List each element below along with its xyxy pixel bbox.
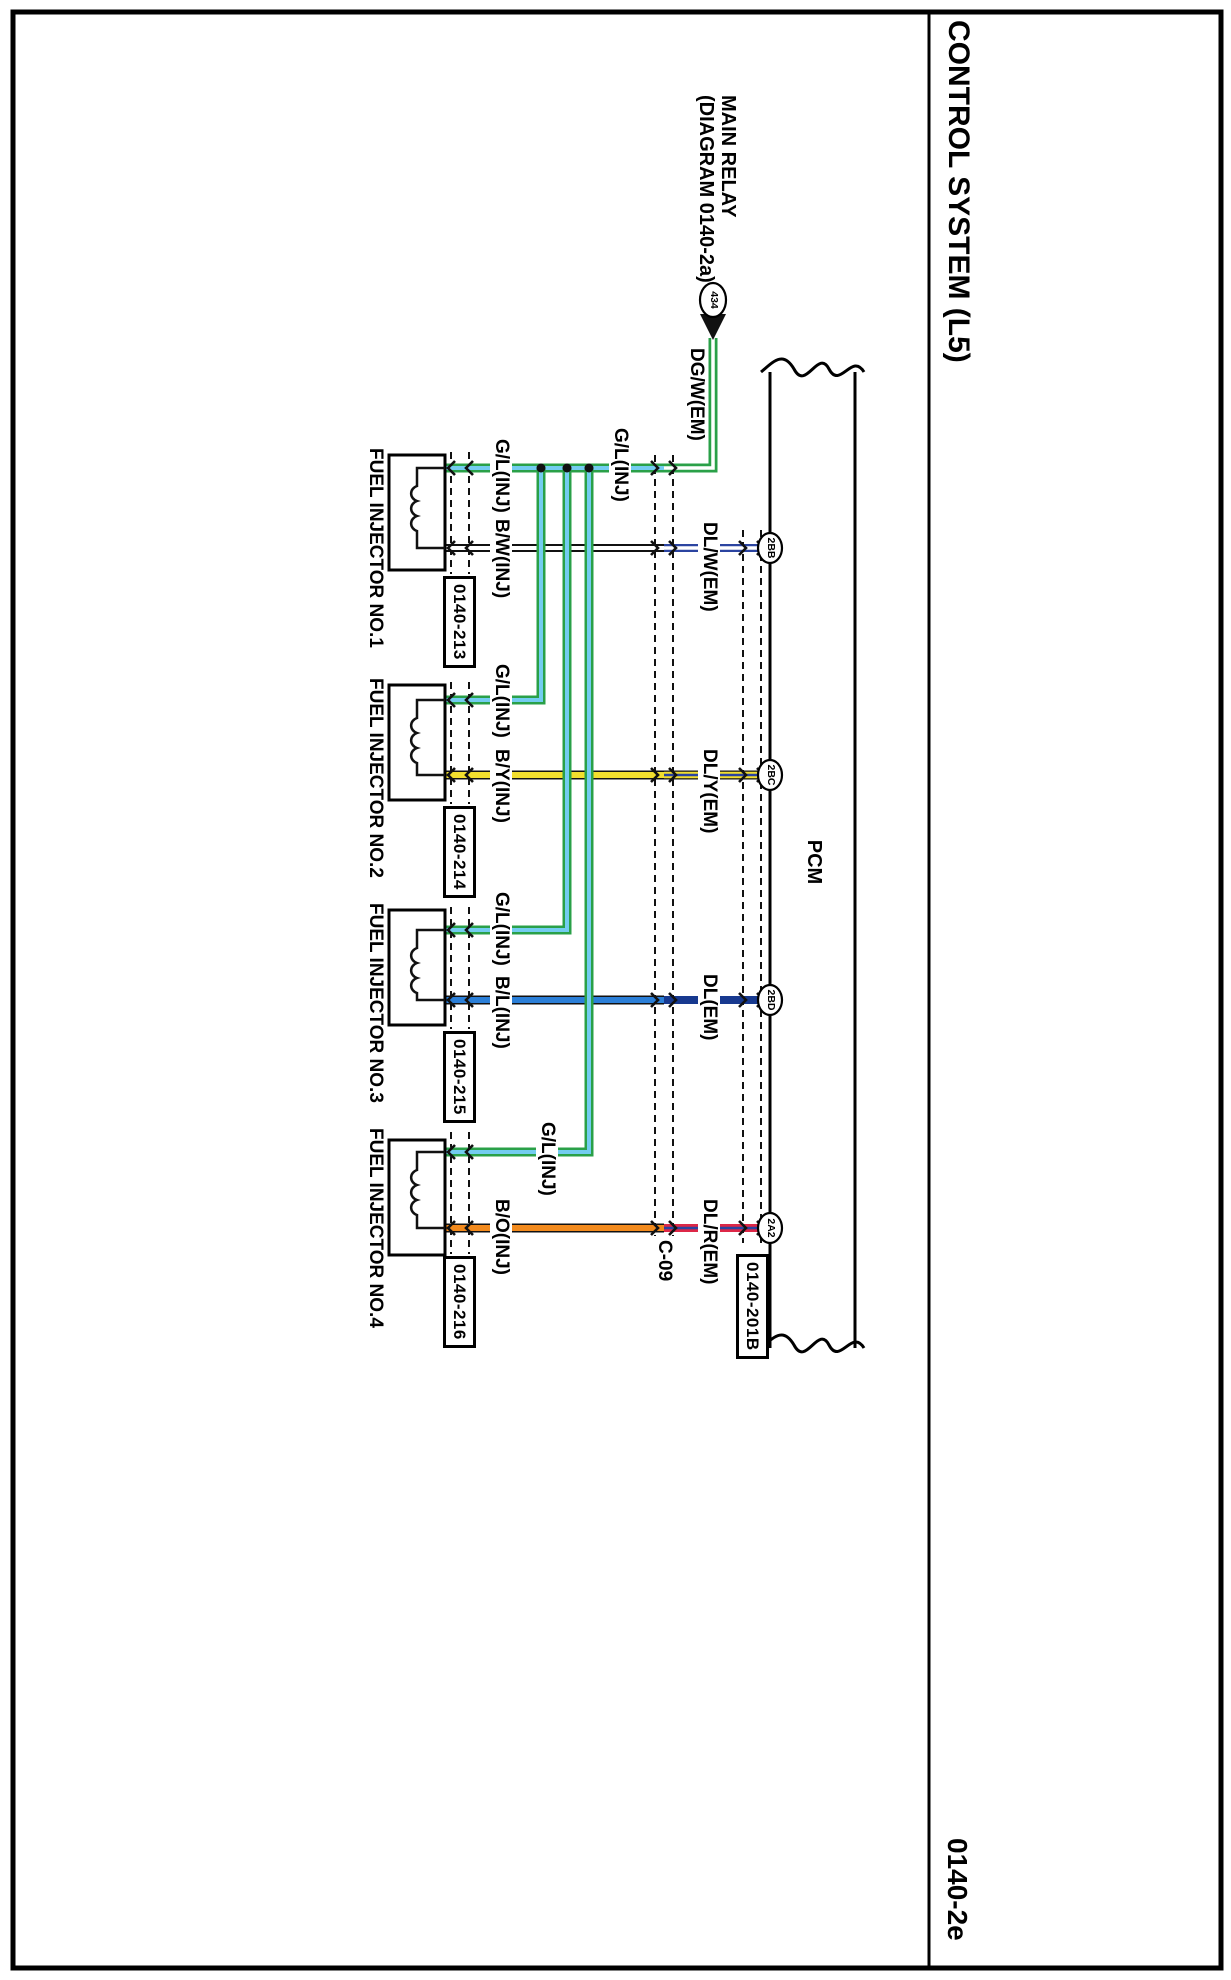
wire-label-dly-em: DL/Y(EM) — [698, 747, 720, 836]
relay-arrow-icon — [700, 314, 726, 340]
wire-label-dlr-em: DL/R(EM) — [698, 1197, 720, 1287]
injector4-name: FUEL INJECTOR NO.4 — [365, 1128, 386, 1328]
page-border — [10, 9, 1224, 1971]
pcm-connector-label: 0140-201B — [736, 1254, 769, 1359]
c09-connector-label: C-09 — [654, 1240, 675, 1282]
wire-label-by-inj: B/Y(INJ) — [490, 747, 512, 825]
pcm-connector-dashes — [742, 530, 762, 1243]
relay-name: MAIN RELAY — [717, 95, 739, 218]
wire-label-bw-inj: B/W(INJ) — [490, 517, 512, 601]
c09-connector-dashes — [654, 455, 674, 1236]
pcm-break-left — [760, 357, 866, 378]
pcm-pin-ovals — [756, 531, 784, 1245]
wire-label-bl-inj: B/L(INJ) — [490, 974, 512, 1051]
injector3-connector-dashes — [450, 907, 470, 1029]
injector2-connector-label: 0140-214 — [443, 806, 476, 898]
injector4-symbol — [387, 1138, 447, 1257]
page-title: CONTROL SYSTEM (L5) — [942, 20, 975, 363]
wire-label-dlw-em: DL/W(EM) — [698, 520, 720, 614]
wire-label-gl-injector4: G/L(INJ) — [536, 1120, 558, 1198]
injector1-connector-label: 0140-213 — [443, 576, 476, 668]
pcm-name: PCM — [803, 839, 825, 885]
injector2-name: FUEL INJECTOR NO.2 — [365, 678, 386, 878]
wire-gl-branch-injector4 — [445, 468, 594, 1157]
wire-gl-branch-injector2 — [445, 468, 546, 705]
wire-dgw-em — [662, 338, 718, 473]
junction-dots — [536, 463, 594, 473]
injector3-name: FUEL INJECTOR NO.3 — [365, 903, 386, 1103]
wire-label-gl-trunk: G/L(INJ) — [609, 426, 631, 504]
injector2-connector-dashes — [450, 682, 470, 804]
relay-pin-oval — [698, 281, 728, 319]
wire-label-dl-em: DL(EM) — [698, 972, 720, 1043]
pcm-pin-label-4: 2A2 — [765, 1218, 777, 1238]
injector3-symbol — [387, 908, 447, 1027]
wire-label-gl-injector3: G/L(INJ) — [490, 890, 512, 968]
relay-pin-label: 434 — [708, 291, 720, 309]
wire-label-gl-injector2: G/L(INJ) — [490, 662, 512, 740]
pcm-break-right — [760, 1333, 866, 1354]
injector4-connector-label: 0140-216 — [443, 1256, 476, 1348]
injector1-symbol — [387, 453, 447, 572]
injector2-symbol — [387, 683, 447, 802]
injector1-connector-dashes — [450, 452, 470, 574]
wire-label-dgw-em: DG/W(EM) — [685, 346, 707, 443]
wire-gl-branch-injector3 — [445, 468, 572, 935]
pcm-pin-label-1: 2BB — [765, 537, 777, 559]
wire-label-gl-injector1: G/L(INJ) — [490, 437, 512, 515]
page-code: 0140-2e — [942, 1838, 973, 1941]
injector3-connector-label: 0140-215 — [443, 1031, 476, 1123]
injector4-connector-dashes — [450, 1132, 470, 1254]
pcm-pin-label-2: 2BC — [765, 764, 777, 786]
pcm-pin-label-3: 2BD — [765, 989, 777, 1011]
wire-label-bo-inj: B/O(INJ) — [490, 1197, 512, 1277]
injector1-name: FUEL INJECTOR NO.1 — [365, 448, 386, 648]
relay-diagram-ref: (DIAGRAM 0140-2a) — [695, 95, 717, 283]
